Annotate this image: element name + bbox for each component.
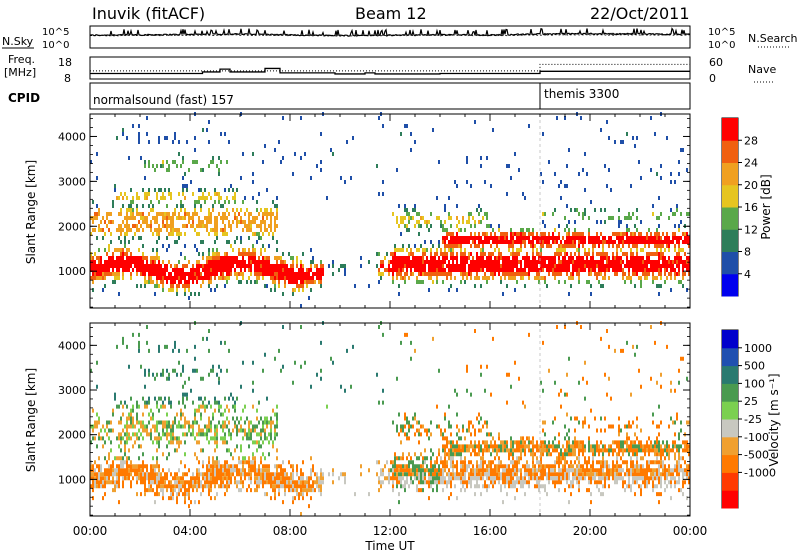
velocity-colorbar-segment bbox=[722, 365, 738, 384]
velocity-colorbar-tick-label: 100 bbox=[744, 377, 765, 390]
velocity-echo-cells bbox=[90, 456, 690, 505]
x-axis-label: Time UT bbox=[364, 539, 415, 553]
velocity-colorbar-segment bbox=[722, 347, 738, 367]
power-colorbar: 4 8 12 16 20 24 28 bbox=[722, 118, 758, 297]
velocity-colorbar-segment bbox=[722, 330, 738, 349]
power-colorbar-segment bbox=[722, 207, 738, 230]
power-colorbar-segment bbox=[722, 251, 738, 275]
velocity-colorbar-label: Velocity [m s⁻¹] bbox=[767, 373, 781, 466]
velocity-colorbar-tick-label: 1000 bbox=[744, 342, 772, 355]
velocity-colorbar-segment bbox=[722, 436, 738, 456]
x-tick-label: 20:00 bbox=[573, 524, 608, 538]
noise-right-tick-top: 10^5 bbox=[708, 27, 735, 38]
x-axis-labels: 00:00 04:00 08:00 12:00 16:00 20:00 00:00 bbox=[73, 524, 708, 538]
cpid-program-1: normalsound (fast) 157 bbox=[93, 93, 234, 107]
noise-sky-line bbox=[89, 27, 691, 38]
y-tick-label: 3000 bbox=[58, 175, 86, 188]
power-colorbar-tick-label: 24 bbox=[744, 157, 758, 170]
power-colorbar-segment bbox=[722, 140, 738, 163]
power-colorbar-tick-label: 16 bbox=[744, 201, 758, 214]
date-title: 22/Oct/2011 bbox=[590, 4, 690, 23]
y-tick-label: 4000 bbox=[58, 339, 86, 352]
nave-line bbox=[90, 63, 690, 72]
velocity-panel: 1000 2000 3000 4000 Slant Range [km] 1000 50… bbox=[24, 321, 781, 517]
y-tick-label: 3000 bbox=[58, 384, 86, 397]
x-tick-label: 04:00 bbox=[173, 524, 208, 538]
y-tick-label: 1000 bbox=[58, 265, 86, 278]
velocity-colorbar-tick-label: -100 bbox=[744, 431, 769, 444]
cpid-label: CPID bbox=[8, 91, 40, 105]
noise-left-label: N.Sky bbox=[2, 35, 34, 48]
velocity-colorbar-tick-label: -1000 bbox=[744, 466, 776, 479]
velocity-echo-cells bbox=[96, 321, 384, 405]
x-tick-label: 16:00 bbox=[473, 524, 508, 538]
x-tick-label: 00:00 bbox=[673, 524, 708, 538]
y-tick-label: 2000 bbox=[58, 429, 86, 442]
station-title: Inuvik (fitACF) bbox=[92, 4, 205, 23]
power-yaxis: 1000 2000 3000 4000 bbox=[58, 118, 690, 308]
beam-title: Beam 12 bbox=[355, 4, 427, 23]
power-panel: 1000 2000 3000 4000 Slant Range [km] 4 8 12 16… bbox=[24, 112, 773, 309]
freq-frame bbox=[89, 56, 691, 80]
power-xaxis-ticks bbox=[89, 114, 691, 308]
velocity-colorbar-tick-label: 500 bbox=[744, 360, 765, 373]
noise-right-tick-bottom: 10^0 bbox=[708, 40, 735, 51]
freq-line bbox=[90, 67, 690, 75]
nave-label: Nave bbox=[748, 63, 776, 76]
power-ylabel: Slant Range [km] bbox=[24, 160, 38, 264]
power-colorbar-segment bbox=[722, 184, 738, 208]
power-colorbar-tick-label: 20 bbox=[744, 179, 758, 192]
power-colorbar-tick-label: 4 bbox=[744, 268, 751, 281]
noise-right-label: N.Search bbox=[748, 32, 798, 45]
power-colorbar-tick-label: 8 bbox=[744, 246, 751, 259]
freq-left-label-2: [MHz] bbox=[4, 66, 36, 79]
freq-left-label-1: Freq. bbox=[8, 53, 35, 66]
velocity-colorbar-segment bbox=[722, 419, 738, 438]
noise-frame bbox=[89, 25, 691, 49]
velocity-colorbar-segment bbox=[722, 383, 738, 402]
power-colorbar-tick-label: 28 bbox=[744, 134, 758, 147]
velocity-colorbar-segment bbox=[722, 472, 738, 491]
power-colorbar-label: Power [dB] bbox=[759, 174, 773, 239]
velocity-colorbar-tick-label: -500 bbox=[744, 449, 769, 462]
noise-search-line bbox=[89, 34, 691, 37]
power-colorbar-tick-label: 12 bbox=[744, 223, 758, 236]
velocity-yaxis: 1000 2000 3000 4000 bbox=[58, 327, 690, 516]
power-colorbar-segment bbox=[722, 273, 738, 297]
y-tick-label: 4000 bbox=[58, 130, 86, 143]
velocity-ylabel: Slant Range [km] bbox=[24, 368, 38, 472]
velocity-colorbar-tick-label: 25 bbox=[744, 395, 758, 408]
freq-left-tick-top: 18 bbox=[58, 56, 72, 69]
x-tick-label: 08:00 bbox=[273, 524, 308, 538]
velocity-echo-cells bbox=[90, 404, 328, 461]
velocity-colorbar-segment bbox=[722, 401, 738, 420]
cpid-panel: CPID normalsound (fast) 157 themis 3300 bbox=[8, 82, 691, 110]
power-colorbar-segment bbox=[722, 118, 738, 141]
y-tick-label: 1000 bbox=[58, 473, 86, 486]
cpid-program-2: themis 3300 bbox=[544, 87, 619, 101]
power-echo-cells bbox=[90, 192, 686, 292]
freq-right-tick-bottom: 0 bbox=[709, 72, 716, 85]
freq-right-tick-top: 60 bbox=[709, 56, 723, 69]
velocity-colorbar-tick-label: -25 bbox=[744, 413, 762, 426]
y-tick-label: 2000 bbox=[58, 220, 86, 233]
power-colorbar-segment bbox=[722, 229, 738, 252]
noise-left-tick-bottom: 10^0 bbox=[42, 40, 69, 51]
noise-left-tick-top: 10^5 bbox=[42, 27, 69, 38]
freq-panel: Freq. [MHz] 18 8 60 0 Nave bbox=[4, 53, 776, 85]
noise-panel: N.Sky 10^5 10^0 10^5 10^0 N.Search bbox=[2, 25, 798, 51]
x-tick-label: 12:00 bbox=[373, 524, 408, 538]
power-colorbar-segment bbox=[722, 162, 738, 186]
velocity-colorbar: 1000 500 100 25 -25 -100 -500 -1000 bbox=[722, 330, 776, 509]
velocity-colorbar-segment bbox=[722, 490, 738, 509]
velocity-xaxis-ticks bbox=[89, 323, 691, 516]
freq-left-tick-bottom: 8 bbox=[64, 72, 71, 85]
x-tick-label: 00:00 bbox=[73, 524, 108, 538]
velocity-colorbar-segment bbox=[722, 454, 738, 473]
cpid-frame bbox=[89, 82, 691, 110]
